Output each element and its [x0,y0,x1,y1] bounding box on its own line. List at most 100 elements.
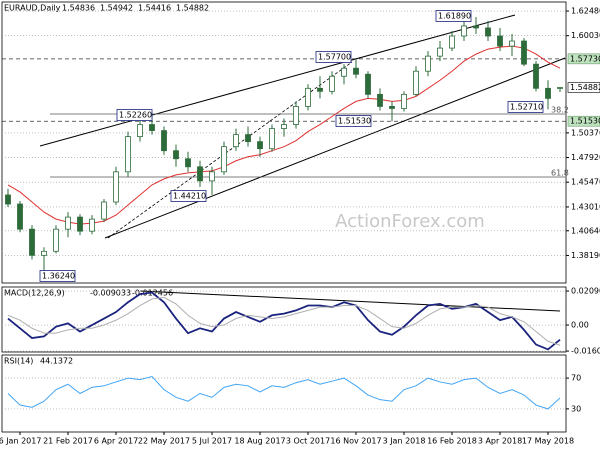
candle-body [89,218,95,232]
candle-body [233,134,239,148]
y-tick-label: 70 [571,374,581,383]
x-tick-label: 6 Apr 2017 [94,437,138,446]
candle-body [53,228,59,252]
x-tick-label: 21 Feb 2017 [43,437,93,446]
ohlc-low: 1.54416 [138,4,171,13]
level-label: 1.51530 [570,117,600,126]
last-price-box [567,82,600,93]
ohlc-high: 1.54942 [100,4,133,13]
candle-body [389,106,395,109]
annotation: 1.51530 [338,117,371,126]
x-tick-label: 22 May 2017 [138,437,190,446]
x-tick-label: 16 Feb 2018 [427,437,477,446]
candle-body [17,203,23,230]
candle-body [209,171,215,182]
candle-body [545,87,551,99]
annotation-box [315,51,352,63]
y-tick-label: 1.47920 [571,153,600,162]
level-label-box [567,115,600,127]
x-tick-label: 5 Jul 2017 [192,437,232,446]
watermark: ActionForex.com [335,211,485,232]
y-tick-label: 1.38190 [571,251,600,260]
candle-body [29,228,35,256]
panel-frame [1,354,567,433]
candle-body [521,40,527,65]
annotation: 61.8 [551,169,569,178]
channel-lower [104,57,566,239]
candle-body [533,63,539,89]
candle-body [149,124,155,131]
rsi-last: 44.1372 [40,357,73,366]
candle-body [353,67,359,75]
candle-body [197,166,203,182]
y-tick-label: 30 [571,404,581,413]
annotation-box [116,109,153,121]
candle-body [473,25,479,29]
candle-body [425,55,431,72]
candle-body [317,87,323,92]
ohlc-close: 1.54882 [176,4,209,13]
candle-body [509,40,515,47]
candle-body [377,93,383,107]
annotation: 1.44210 [173,192,206,201]
last-price-label: 1.54882 [570,83,600,92]
annotation: 1.61890 [438,12,471,21]
moving-average [7,45,561,225]
annotation: 38.2 [551,106,569,115]
level-label-box [567,53,600,65]
y-tick-label: 0.00 [571,321,589,330]
panel-frame [1,1,567,284]
y-tick-label: 1.45470 [571,178,600,187]
y-tick-label: 1.50370 [571,128,600,137]
candle-body [185,158,191,168]
candle-body [77,216,83,232]
annotation-box [335,115,372,127]
candle-body [125,136,131,173]
x-tick-label: 6 Jan 2017 [0,437,41,446]
candle-body [137,124,143,138]
candle-body [461,25,467,37]
annotation-box [170,190,207,202]
panel-title: MACD(12,26,9) [4,289,65,298]
x-tick-label: 18 Aug 2017 [234,437,285,446]
annotation-box [39,270,76,282]
candle-body [173,150,179,160]
candle-body [341,67,347,77]
candle-body [269,128,275,150]
panel-title: RSI(14) [4,357,33,366]
annotation: 1.36240 [42,272,75,281]
series-line [7,291,561,351]
candle-body [401,93,407,109]
y-tick-label: 1.60030 [571,31,600,40]
channel-upper [39,14,516,147]
candle-body [365,73,371,95]
candle-body [41,250,47,256]
annotation: 1.52710 [510,103,543,112]
candle-body [257,141,263,150]
y-tick-label: 1.43010 [571,202,600,211]
panel-frame [1,286,567,353]
y-tick-label: 1.62480 [571,7,600,16]
candle-body [305,87,311,107]
candle-body [497,35,503,47]
candle-body [485,27,491,37]
y-tick-label: -0.016023 [571,347,600,356]
ohlc-open: 1.54836 [62,4,95,13]
candle-body [113,171,119,203]
candle-body [245,134,251,143]
annotation-box [435,10,472,22]
candle-body [101,201,107,220]
candle-body [161,130,167,152]
candle-body [329,75,335,92]
candle-body [413,70,419,95]
candle-body [5,194,11,205]
x-tick-label: 3 Oct 2017 [286,437,330,446]
candle-body [449,35,455,49]
chart-title: EURAUD,Daily [4,4,61,13]
x-tick-label: 3 Apr 2018 [478,437,522,446]
macd-last: -0.009033 [90,289,131,298]
x-tick-label: 17 May 2018 [522,437,574,446]
